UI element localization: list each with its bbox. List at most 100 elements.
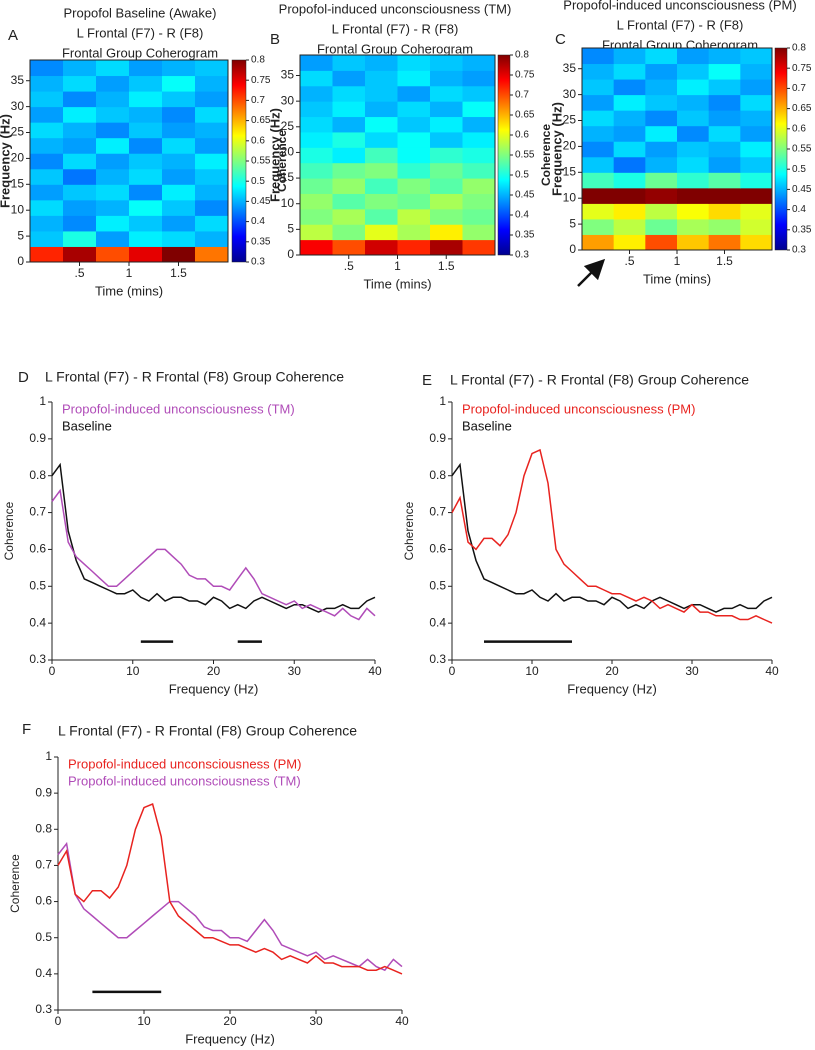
heat-cell <box>365 208 398 225</box>
heat-cell <box>430 193 463 210</box>
heat-cell <box>96 215 130 232</box>
heat-cell <box>162 60 196 77</box>
y-tick-label: 0.7 <box>29 505 46 519</box>
colorbar-tick-label: 0.7 <box>792 83 806 94</box>
heat-cell <box>129 246 163 263</box>
heat-cell <box>162 230 196 247</box>
colorbar-tick-label: 0.75 <box>515 70 535 81</box>
legend-entry: Baseline <box>62 418 112 433</box>
y-tick-label: 0.9 <box>35 785 52 799</box>
heat-cell <box>162 246 196 263</box>
x-tick-label: 30 <box>288 664 302 678</box>
heat-cell <box>300 162 333 179</box>
heat-cell <box>365 85 398 102</box>
heat-cell <box>365 116 398 133</box>
colorbar-tick-label: 0.3 <box>515 250 529 261</box>
x-axis-label: Frequency (Hz) <box>185 1031 275 1046</box>
heat-cell <box>740 79 773 96</box>
heat-cell <box>740 172 773 189</box>
panel-letter: E <box>422 372 432 389</box>
heat-cell <box>708 187 741 204</box>
x-tick-label: 20 <box>207 664 221 678</box>
heat-cell <box>195 153 229 170</box>
x-tick-label: 10 <box>525 664 539 678</box>
heat-cell <box>462 147 496 164</box>
colorbar-tick-label: 0.55 <box>251 156 271 167</box>
heat-cell <box>365 162 398 179</box>
colorbar-tick-label: 0.55 <box>792 144 812 155</box>
heat-cell <box>430 208 463 225</box>
heat-cell <box>63 230 97 247</box>
heat-cell <box>365 131 398 148</box>
y-tick-label: 30 <box>563 87 577 101</box>
x-tick-label: 0 <box>49 664 56 678</box>
heat-cell <box>582 234 615 251</box>
heat-cell <box>96 122 130 139</box>
x-tick-label: 40 <box>368 664 382 678</box>
heat-cell <box>300 70 333 87</box>
heat-cell <box>96 230 130 247</box>
series-line <box>451 462 773 613</box>
y-axis-label: Frequency (Hz) <box>267 108 282 202</box>
legend-entry: Propofol-induced unconsciousness (TM) <box>62 401 295 416</box>
y-axis-label: Coherence <box>2 501 16 560</box>
heat-cell <box>332 85 366 102</box>
heat-cell <box>740 234 773 251</box>
heat-cell <box>582 94 615 111</box>
heat-cell <box>162 168 196 185</box>
heat-cell <box>397 208 431 225</box>
heat-cell <box>677 125 710 142</box>
heat-cell <box>645 141 678 158</box>
chart-title: L Frontal (F7) - R (F8) <box>332 21 459 36</box>
heat-cell <box>677 48 710 65</box>
heat-cell <box>332 70 366 87</box>
colorbar-tick-label: 0.65 <box>792 103 812 114</box>
series-line <box>57 802 403 975</box>
y-tick-label: 35 <box>563 61 577 75</box>
heat-cell <box>96 153 130 170</box>
x-tick-label: 1.5 <box>170 266 187 280</box>
series-line <box>51 488 376 621</box>
heat-cell <box>30 153 64 170</box>
colorbar <box>231 59 247 263</box>
heat-cell <box>462 162 496 179</box>
heat-cell <box>462 178 496 194</box>
heat-cell <box>740 94 773 111</box>
heat-cell <box>30 168 64 185</box>
heat-cell <box>613 110 646 127</box>
heat-cell <box>430 162 463 179</box>
colorbar-tick-label: 0.7 <box>515 90 529 101</box>
heat-cell <box>129 106 163 123</box>
heat-cell <box>63 215 97 232</box>
heat-cell <box>582 141 615 158</box>
heat-cell <box>30 106 64 123</box>
heat-cell <box>397 193 431 210</box>
y-tick-label: 0.4 <box>429 615 446 629</box>
heat-cell <box>613 203 646 220</box>
heat-cell <box>365 70 398 87</box>
heat-cell <box>708 79 741 96</box>
heat-cell <box>129 184 163 201</box>
y-tick-label: 1 <box>439 394 446 408</box>
heat-cell <box>645 203 678 220</box>
heat-cell <box>332 116 366 133</box>
heat-cell <box>708 218 741 235</box>
heat-cell <box>195 137 229 154</box>
heat-cell <box>365 101 398 118</box>
heat-cell <box>613 156 646 173</box>
y-axis-label: Coherence <box>402 501 416 560</box>
x-tick-label: .5 <box>344 259 354 273</box>
heat-cell <box>300 147 333 164</box>
heat-cell <box>645 187 678 204</box>
heat-cell <box>162 199 196 216</box>
x-tick-label: 40 <box>765 664 779 678</box>
heat-cell <box>740 110 773 127</box>
heat-cell <box>195 215 229 232</box>
heat-cell <box>740 156 773 173</box>
heat-cell <box>30 184 64 201</box>
x-tick-label: 30 <box>309 1014 323 1028</box>
heat-cell <box>645 79 678 96</box>
colorbar-tick-label: 0.3 <box>792 245 806 256</box>
colorbar-tick-label: 0.6 <box>792 123 806 134</box>
chart-title: Frontal Group Coherogram <box>317 41 473 56</box>
